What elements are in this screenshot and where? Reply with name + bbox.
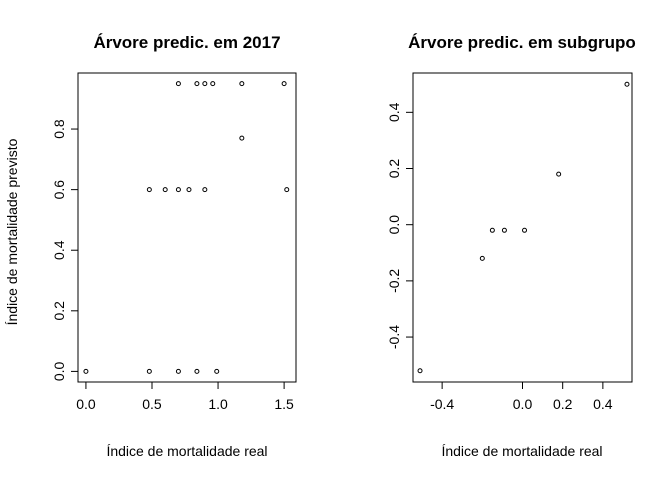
left-data-point	[239, 81, 245, 87]
right-plot-frame	[412, 72, 633, 383]
right-data-point	[479, 255, 485, 261]
right-data-point	[501, 227, 507, 233]
left-data-point	[186, 187, 192, 193]
left-data-point	[202, 81, 208, 87]
right-data-point	[489, 227, 495, 233]
left-plot-frame	[77, 72, 297, 383]
left-chart-title: Árvore predic. em 2017	[93, 33, 280, 52]
right-scatter-panel: Árvore predic. em subgrupo Índice de mor…	[386, 33, 636, 459]
left-y-tick-label: 0.8	[51, 119, 67, 139]
right-y-tick-label: 0.2	[386, 159, 402, 179]
left-data-point	[146, 187, 152, 193]
left-x-axis-label: Índice de mortalidade real	[106, 443, 267, 459]
left-scatter-panel: Árvore predic. em 2017 Índice de mortali…	[4, 33, 297, 459]
left-data-point	[194, 81, 200, 87]
right-x-tick-label: -0.4	[430, 396, 454, 412]
left-data-point	[194, 368, 200, 374]
left-y-tick-label: 0.0	[51, 361, 67, 381]
left-data-point	[284, 187, 290, 193]
left-y-tick-label: 0.4	[51, 240, 67, 260]
right-y-tick-label: -0.4	[386, 325, 402, 349]
right-y-tick-label: 0.4	[386, 102, 402, 122]
right-x-tick-label: 0.2	[553, 396, 573, 412]
left-data-point	[281, 81, 287, 87]
right-data-point	[417, 368, 423, 374]
right-data-point	[556, 171, 562, 177]
left-data-point	[146, 368, 152, 374]
right-x-axis-label: Índice de mortalidade real	[441, 443, 602, 459]
left-data-point	[83, 368, 89, 374]
left-y-axis-label: Índice de mortalidade previsto	[4, 138, 20, 325]
left-data-point	[175, 368, 181, 374]
left-y-tick-label: 0.6	[51, 180, 67, 200]
right-x-tick-label: 0.0	[513, 396, 533, 412]
right-y-tick-label: 0.0	[386, 215, 402, 235]
left-y-tick-label: 0.2	[51, 301, 67, 321]
left-data-point	[210, 81, 216, 87]
right-x-tick-label: 0.4	[593, 396, 613, 412]
left-data-point	[162, 187, 168, 193]
left-data-point	[202, 187, 208, 193]
left-x-tick-label: 1.5	[274, 396, 294, 412]
right-data-point	[522, 227, 528, 233]
left-x-tick-label: 0.5	[142, 396, 162, 412]
left-x-tick-label: 1.0	[208, 396, 228, 412]
left-data-point	[175, 187, 181, 193]
left-data-point	[175, 81, 181, 87]
left-data-point	[214, 368, 220, 374]
right-y-tick-label: -0.2	[386, 269, 402, 293]
left-x-tick-label: 0.0	[76, 396, 96, 412]
left-data-point	[239, 135, 245, 141]
right-data-point	[624, 81, 630, 87]
right-chart-title: Árvore predic. em subgrupo	[408, 33, 636, 52]
